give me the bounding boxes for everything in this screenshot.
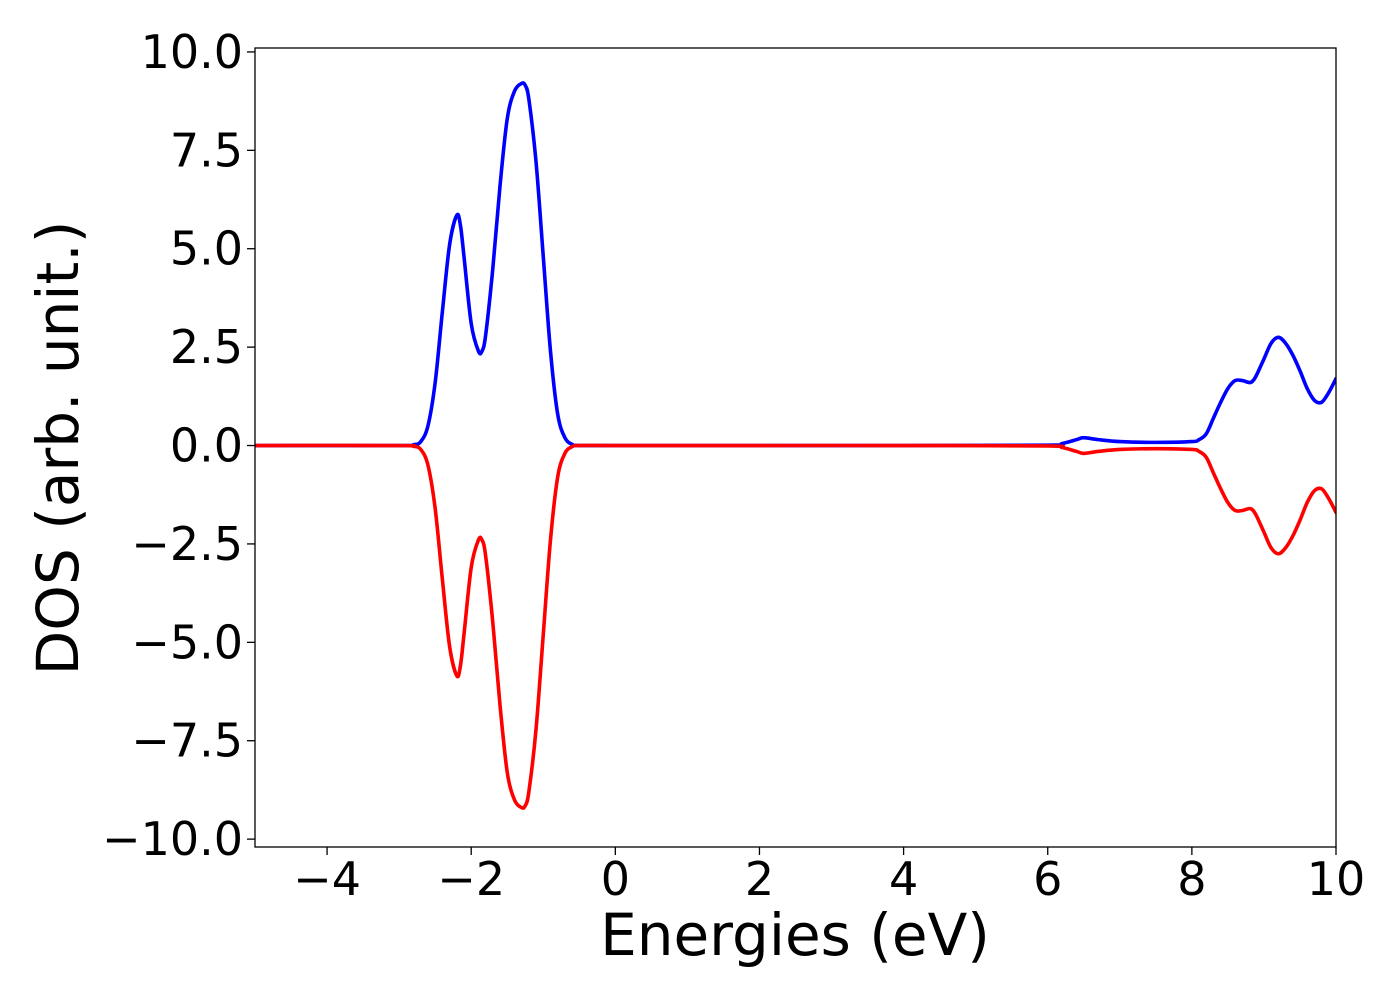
- x-tick-label: 2: [745, 852, 774, 906]
- x-tick-label: −2: [437, 852, 505, 906]
- x-axis: −4 −2 0 2 4 6 8 10: [293, 847, 1365, 906]
- x-tick-label: 0: [601, 852, 630, 906]
- y-tick-label: 10.0: [141, 25, 243, 79]
- y-tick-label: 7.5: [170, 123, 243, 177]
- x-tick-label: 4: [889, 852, 918, 906]
- y-tick-label: 5.0: [170, 222, 243, 276]
- series-layer: [255, 81, 1336, 810]
- y-tick-label: 0.0: [170, 419, 243, 473]
- x-axis-title: Energies (eV): [600, 901, 990, 969]
- y-tick-label: −2.5: [131, 517, 243, 571]
- y-tick-label: 2.5: [170, 320, 243, 374]
- y-tick-label: −7.5: [131, 714, 243, 768]
- dos-spin-up-line: [255, 81, 1336, 448]
- plot-frame: [254, 47, 1337, 848]
- y-axis: −10.0 −7.5 −5.0 −2.5 0.0 2.5 5.0 7.5 10.0: [102, 25, 255, 866]
- x-tick-label: 8: [1177, 852, 1206, 906]
- x-tick-label: −4: [293, 852, 361, 906]
- y-axis-title: DOS (arb. unit.): [24, 221, 92, 676]
- dos-spin-down-line: [255, 443, 1336, 810]
- x-tick-label: 6: [1033, 852, 1062, 906]
- x-tick-label: 10: [1307, 852, 1366, 906]
- y-tick-label: −5.0: [131, 615, 243, 669]
- y-tick-label: −10.0: [102, 812, 243, 866]
